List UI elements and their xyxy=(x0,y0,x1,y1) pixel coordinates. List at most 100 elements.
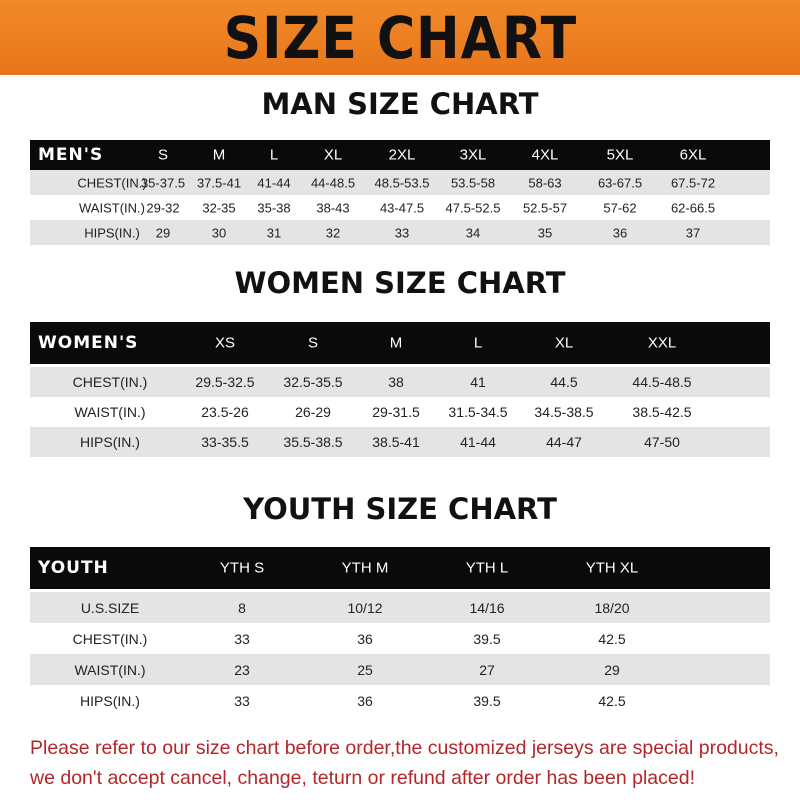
size-header: S xyxy=(307,334,319,352)
notice-line-2: we don't accept cancel, change, teturn o… xyxy=(30,767,695,789)
row-value: 53.5-58 xyxy=(450,175,496,190)
row-value: 14/16 xyxy=(469,599,505,616)
size-header: 6XL xyxy=(679,146,707,164)
youth-title: YOUTH SIZE CHART xyxy=(243,492,557,526)
notice: Please refer to our size chart before or… xyxy=(30,733,790,793)
table-row: WAIST(IN.) 23 25 27 29 xyxy=(30,654,770,685)
table-row: CHEST(IN.) 29.5-32.5 32.5-35.5 38 41 44.5 44.5… xyxy=(30,367,770,397)
row-label: HIPS(IN.) xyxy=(80,692,140,709)
row-value: 34 xyxy=(465,225,481,240)
header-label: WOMEN'S xyxy=(38,333,139,353)
size-header: L xyxy=(269,146,279,164)
row-value: 33-35.5 xyxy=(201,434,249,450)
row-value: 36 xyxy=(357,630,373,647)
size-header: XL xyxy=(554,334,574,352)
row-value: 38.5-41 xyxy=(372,434,420,450)
youth-size-table: YOUTH YTH S YTH M YTH L YTH XL U.S.SIZE 8 10/12… xyxy=(30,547,770,716)
row-value: 38 xyxy=(388,374,404,390)
row-value: 37.5-41 xyxy=(196,175,242,190)
size-header: S xyxy=(157,146,169,164)
row-value: 29 xyxy=(155,225,171,240)
row-value: 32-35 xyxy=(202,200,236,215)
row-value: 52.5-57 xyxy=(522,200,568,215)
row-value: 33 xyxy=(394,225,410,240)
row-value: 34.5-38.5 xyxy=(534,404,594,420)
row-value: 26-29 xyxy=(295,404,331,420)
row-value: 29-31.5 xyxy=(372,404,420,420)
size-header: 5XL xyxy=(606,146,634,164)
table-row: CHEST(IN.) 35-37.5 37.5-41 41-44 44-48.5 48.5… xyxy=(30,170,770,195)
size-header: 2XL xyxy=(388,146,416,164)
row-value: 67.5-72 xyxy=(670,175,716,190)
row-value: 36 xyxy=(612,225,628,240)
row-value: 29.5-32.5 xyxy=(195,374,255,390)
women-title: WOMEN SIZE CHART xyxy=(234,266,566,300)
row-label: CHEST(IN.) xyxy=(77,175,147,190)
banner: SIZE CHART xyxy=(0,0,800,75)
row-value: 31.5-34.5 xyxy=(448,404,508,420)
row-value: 32.5-35.5 xyxy=(283,374,343,390)
row-label: WAIST(IN.) xyxy=(74,404,146,420)
women-size-table: WOMEN'S XS S M L XL XXL CHEST(IN.) 29.5-32.5 32.5… xyxy=(30,322,770,457)
row-label: WAIST(IN.) xyxy=(74,661,146,678)
row-value: 37 xyxy=(685,225,701,240)
size-header: XL xyxy=(323,146,343,164)
size-header: YTH S xyxy=(219,559,265,577)
row-value: 62-66.5 xyxy=(670,200,716,215)
table-row: WAIST(IN.) 23.5-26 26-29 29-31.5 31.5-34.5 34… xyxy=(30,397,770,427)
row-value: 43-47.5 xyxy=(379,200,425,215)
size-header: XS xyxy=(214,334,236,352)
row-value: 31 xyxy=(266,225,282,240)
table-row: U.S.SIZE 8 10/12 14/16 18/20 xyxy=(30,592,770,623)
row-value: 41-44 xyxy=(460,434,496,450)
row-value: 29 xyxy=(604,661,620,678)
row-value: 18/20 xyxy=(594,599,630,616)
row-value: 41-44 xyxy=(257,175,291,190)
size-header: YTH XL xyxy=(585,559,639,577)
banner-title: SIZE CHART xyxy=(223,3,577,72)
size-header: M xyxy=(212,146,226,164)
header-label: YOUTH xyxy=(38,558,109,578)
table-header: WOMEN'S XS S M L XL XXL xyxy=(30,322,770,364)
size-header: YTH M xyxy=(341,559,389,577)
row-value: 32 xyxy=(325,225,341,240)
size-header: L xyxy=(473,334,483,352)
row-value: 57-62 xyxy=(603,200,637,215)
row-value: 44.5 xyxy=(550,374,578,390)
table-row: HIPS(IN.) 33-35.5 35.5-38.5 38.5-41 41-44 44-… xyxy=(30,427,770,457)
row-value: 10/12 xyxy=(347,599,383,616)
row-value: 35.5-38.5 xyxy=(283,434,343,450)
row-value: 38.5-42.5 xyxy=(632,404,692,420)
men-title: MAN SIZE CHART xyxy=(261,87,539,121)
row-value: 44-47 xyxy=(546,434,582,450)
size-header: 3XL xyxy=(459,146,487,164)
row-label: HIPS(IN.) xyxy=(84,225,140,240)
row-value: 30 xyxy=(211,225,227,240)
table-header: MEN'S S M L XL 2XL 3XL 4XL 5XL 6XL xyxy=(30,140,770,170)
row-value: 36 xyxy=(357,692,373,709)
row-value: 35 xyxy=(537,225,553,240)
men-size-table: MEN'S S M L XL 2XL 3XL 4XL 5XL 6XL CHEST(IN.) 35-37… xyxy=(30,140,770,245)
row-label: U.S.SIZE xyxy=(80,599,140,616)
row-value: 47-50 xyxy=(644,434,680,450)
row-label: CHEST(IN.) xyxy=(72,374,148,390)
row-value: 44.5-48.5 xyxy=(632,374,692,390)
row-value: 39.5 xyxy=(473,630,501,647)
row-value: 39.5 xyxy=(473,692,501,709)
row-value: 38-43 xyxy=(316,200,350,215)
row-value: 29-32 xyxy=(146,200,180,215)
row-value: 41 xyxy=(470,374,486,390)
size-header: M xyxy=(389,334,403,352)
table-row: CHEST(IN.) 33 36 39.5 42.5 xyxy=(30,623,770,654)
size-header: YTH L xyxy=(465,559,509,577)
header-label: MEN'S xyxy=(38,145,104,165)
row-value: 48.5-53.5 xyxy=(374,175,430,190)
notice-line-1: Please refer to our size chart before or… xyxy=(30,737,779,759)
row-label: CHEST(IN.) xyxy=(72,630,148,647)
row-value: 35-37.5 xyxy=(140,175,186,190)
table-row: WAIST(IN.) 29-32 32-35 35-38 38-43 43-47.5 47.… xyxy=(30,195,770,220)
row-value: 33 xyxy=(234,630,250,647)
table-row: HIPS(IN.) 29 30 31 32 33 34 35 36 37 xyxy=(30,220,770,245)
row-value: 63-67.5 xyxy=(597,175,643,190)
row-value: 47.5-52.5 xyxy=(445,200,501,215)
